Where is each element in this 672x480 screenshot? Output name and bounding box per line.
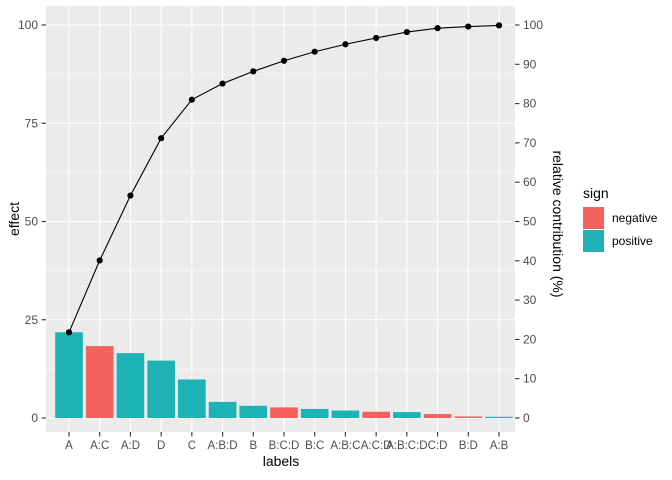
bar-A:D xyxy=(116,353,145,418)
bar-A:C:D xyxy=(362,411,390,418)
y-tick-label-right: 20 xyxy=(523,332,537,346)
line-point-C xyxy=(188,96,195,103)
y-tick-label-right: 80 xyxy=(523,97,537,111)
y-tick-label-left: 75 xyxy=(25,116,39,130)
line-point-C:D xyxy=(434,25,441,32)
bar-A:C xyxy=(85,346,114,418)
line-point-B:C:D xyxy=(280,57,288,64)
bar-B:D xyxy=(454,416,483,418)
y-tick-label-right: 70 xyxy=(523,136,537,150)
y-tick-label-right: 90 xyxy=(523,57,537,71)
x-tick-label: A:B:C xyxy=(330,440,360,452)
x-tick-label: A:B:D xyxy=(208,440,238,452)
x-tick-label: A:B xyxy=(490,440,509,452)
line-point-A:D xyxy=(127,192,134,199)
y-tick-label-right: 100 xyxy=(523,18,543,32)
x-tick-label: A:C:D xyxy=(361,440,392,452)
legend-item-positive: positive xyxy=(583,230,657,252)
line-point-A:C:D xyxy=(373,34,380,42)
y-tick-label-right: 50 xyxy=(523,215,537,229)
bar-C xyxy=(178,379,206,418)
line-point-D xyxy=(158,135,165,142)
line-point-B:D xyxy=(465,23,472,30)
y-tick-label-right: 40 xyxy=(523,254,537,268)
x-tick-label: A:B:C:D xyxy=(386,440,428,452)
x-tick-label: D xyxy=(157,440,165,452)
bar-B:C:D xyxy=(270,407,298,418)
y-tick-label-left: 100 xyxy=(18,18,38,32)
line-point-B xyxy=(250,68,257,75)
y-tick-label-right: 10 xyxy=(523,372,537,386)
bar-B xyxy=(239,405,268,418)
panel-background xyxy=(46,6,515,432)
bar-A:B:C:D xyxy=(393,412,421,418)
x-tick-label: C:D xyxy=(428,440,448,452)
bar-A:B:C xyxy=(331,410,360,418)
y-tick-label-left: 25 xyxy=(25,313,39,327)
legend-swatch-negative xyxy=(583,207,604,229)
legend-title: sign xyxy=(583,185,609,201)
bar-D xyxy=(147,360,175,418)
y-tick-label-left: 0 xyxy=(31,411,38,425)
x-tick-label: B:D xyxy=(459,440,478,452)
line-point-A xyxy=(65,329,73,336)
x-tick-label: A:D xyxy=(121,440,140,452)
x-tick-label: A xyxy=(65,440,73,452)
right-axis-title: relative contribution (%) xyxy=(550,150,566,298)
x-tick-label: C xyxy=(188,440,196,452)
x-axis-title: labels xyxy=(262,453,300,469)
left-axis-title: effect xyxy=(6,202,22,236)
x-tick-label: B:C xyxy=(305,440,324,452)
line-point-A:B:C:D xyxy=(403,28,410,36)
x-tick-label: B xyxy=(249,440,257,452)
x-tick-label: A:C xyxy=(90,440,109,452)
legend-item-negative: negative xyxy=(583,207,657,229)
legend-swatch-positive xyxy=(583,230,604,252)
line-point-A:B xyxy=(495,22,503,29)
line-point-A:C xyxy=(96,257,103,264)
legend: sign negative positive xyxy=(583,185,657,253)
y-tick-label-right: 60 xyxy=(523,175,537,189)
bar-C:D xyxy=(423,414,452,418)
y-tick-label-right: 0 xyxy=(523,411,530,425)
bar-A xyxy=(55,332,83,418)
line-point-A:B:C xyxy=(342,41,349,48)
x-tick-label: B:C:D xyxy=(269,440,300,452)
bar-A:B:D xyxy=(208,401,237,418)
y-tick-label-left: 50 xyxy=(25,215,39,229)
y-tick-label-right: 30 xyxy=(523,293,537,307)
line-point-B:C xyxy=(311,48,318,55)
bar-B:C xyxy=(300,408,329,418)
bar-A:B xyxy=(485,416,513,418)
legend-label-negative: negative xyxy=(612,211,658,225)
line-point-A:B:D xyxy=(219,80,226,87)
legend-label-positive: positive xyxy=(612,234,653,248)
